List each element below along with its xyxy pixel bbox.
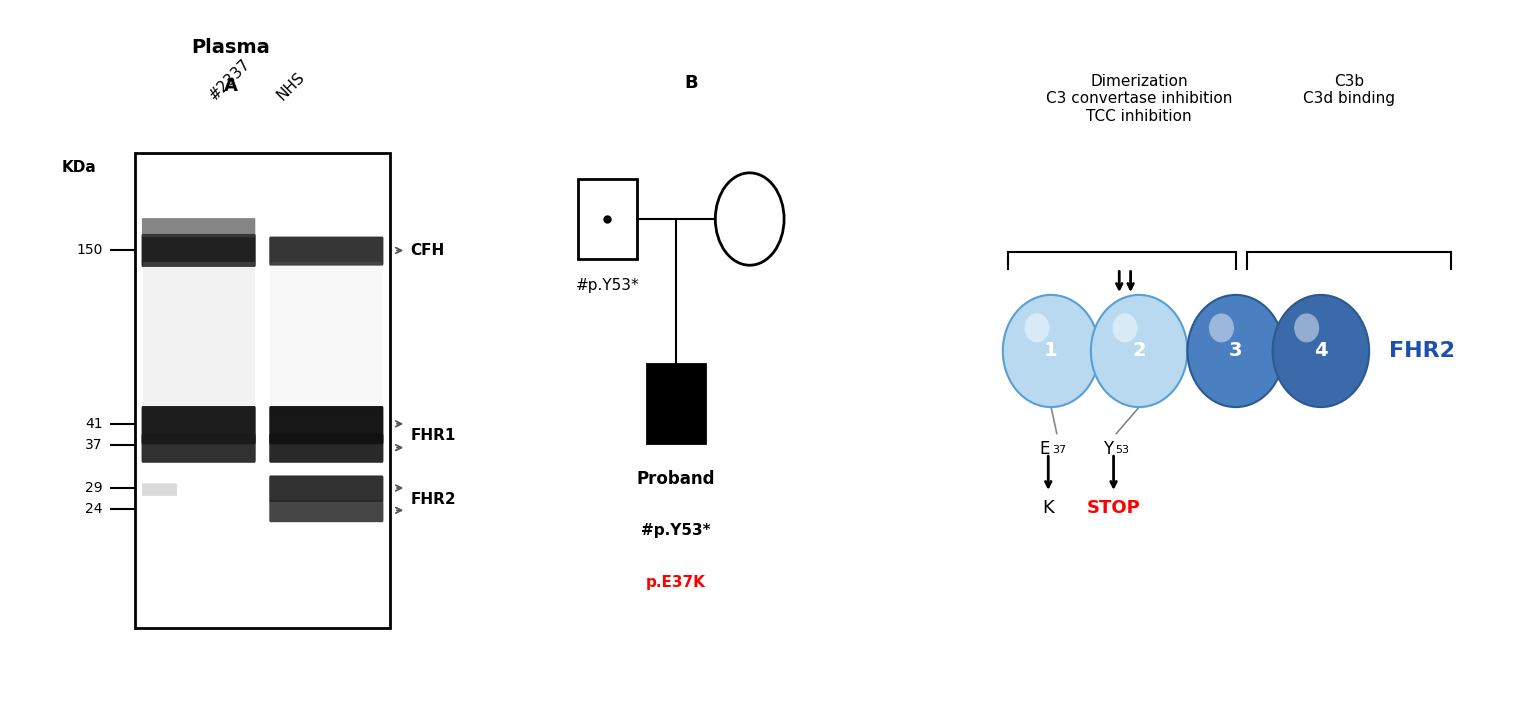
Bar xyxy=(135,153,390,628)
Bar xyxy=(577,180,637,258)
Text: 1: 1 xyxy=(1044,341,1058,361)
Text: 2: 2 xyxy=(1133,341,1147,361)
Text: 37: 37 xyxy=(1051,444,1067,455)
Text: #2337: #2337 xyxy=(207,57,253,104)
FancyBboxPatch shape xyxy=(141,234,256,267)
Text: CFH: CFH xyxy=(410,243,445,258)
Text: 53: 53 xyxy=(1116,444,1130,455)
Text: 150: 150 xyxy=(77,244,103,258)
Text: B: B xyxy=(685,74,697,92)
Text: NHS: NHS xyxy=(275,70,309,104)
FancyBboxPatch shape xyxy=(141,484,177,496)
FancyBboxPatch shape xyxy=(269,434,384,463)
Text: K: K xyxy=(1042,500,1055,517)
Text: #p.Y53*: #p.Y53* xyxy=(642,522,711,538)
Circle shape xyxy=(1273,295,1369,407)
Text: KDa: KDa xyxy=(61,159,97,175)
Text: Dimerization
C3 convertase inhibition
TCC inhibition: Dimerization C3 convertase inhibition TC… xyxy=(1045,74,1233,124)
Circle shape xyxy=(1188,295,1283,407)
Text: Plasma: Plasma xyxy=(192,38,270,57)
Text: p.E37K: p.E37K xyxy=(646,576,706,590)
Bar xyxy=(646,364,706,444)
Text: FHR2: FHR2 xyxy=(410,491,456,507)
FancyBboxPatch shape xyxy=(269,406,384,444)
Text: 29: 29 xyxy=(86,481,103,495)
Text: E: E xyxy=(1039,440,1050,458)
Text: #p.Y53*: #p.Y53* xyxy=(576,279,639,293)
Circle shape xyxy=(1113,313,1137,343)
FancyBboxPatch shape xyxy=(141,406,256,444)
Circle shape xyxy=(1294,313,1319,343)
Text: Proband: Proband xyxy=(637,470,715,488)
Text: FHR1: FHR1 xyxy=(410,428,456,443)
FancyBboxPatch shape xyxy=(269,500,384,522)
Text: 41: 41 xyxy=(86,417,103,431)
Text: 37: 37 xyxy=(86,438,103,452)
Bar xyxy=(143,263,255,414)
Text: A: A xyxy=(224,77,238,95)
FancyBboxPatch shape xyxy=(141,218,255,237)
Bar xyxy=(270,263,382,414)
Text: 4: 4 xyxy=(1314,341,1328,361)
Circle shape xyxy=(1002,295,1099,407)
Text: FHR2: FHR2 xyxy=(1389,341,1455,361)
Circle shape xyxy=(1024,313,1050,343)
Circle shape xyxy=(1091,295,1188,407)
FancyBboxPatch shape xyxy=(269,237,384,265)
Text: 24: 24 xyxy=(86,503,103,517)
Text: Y: Y xyxy=(1104,440,1113,458)
Circle shape xyxy=(715,173,784,265)
Text: C3b
C3d binding: C3b C3d binding xyxy=(1303,74,1395,106)
Circle shape xyxy=(1210,313,1234,343)
Text: STOP: STOP xyxy=(1087,500,1141,517)
Text: 3: 3 xyxy=(1230,341,1242,361)
FancyBboxPatch shape xyxy=(141,434,256,463)
FancyBboxPatch shape xyxy=(269,475,384,502)
